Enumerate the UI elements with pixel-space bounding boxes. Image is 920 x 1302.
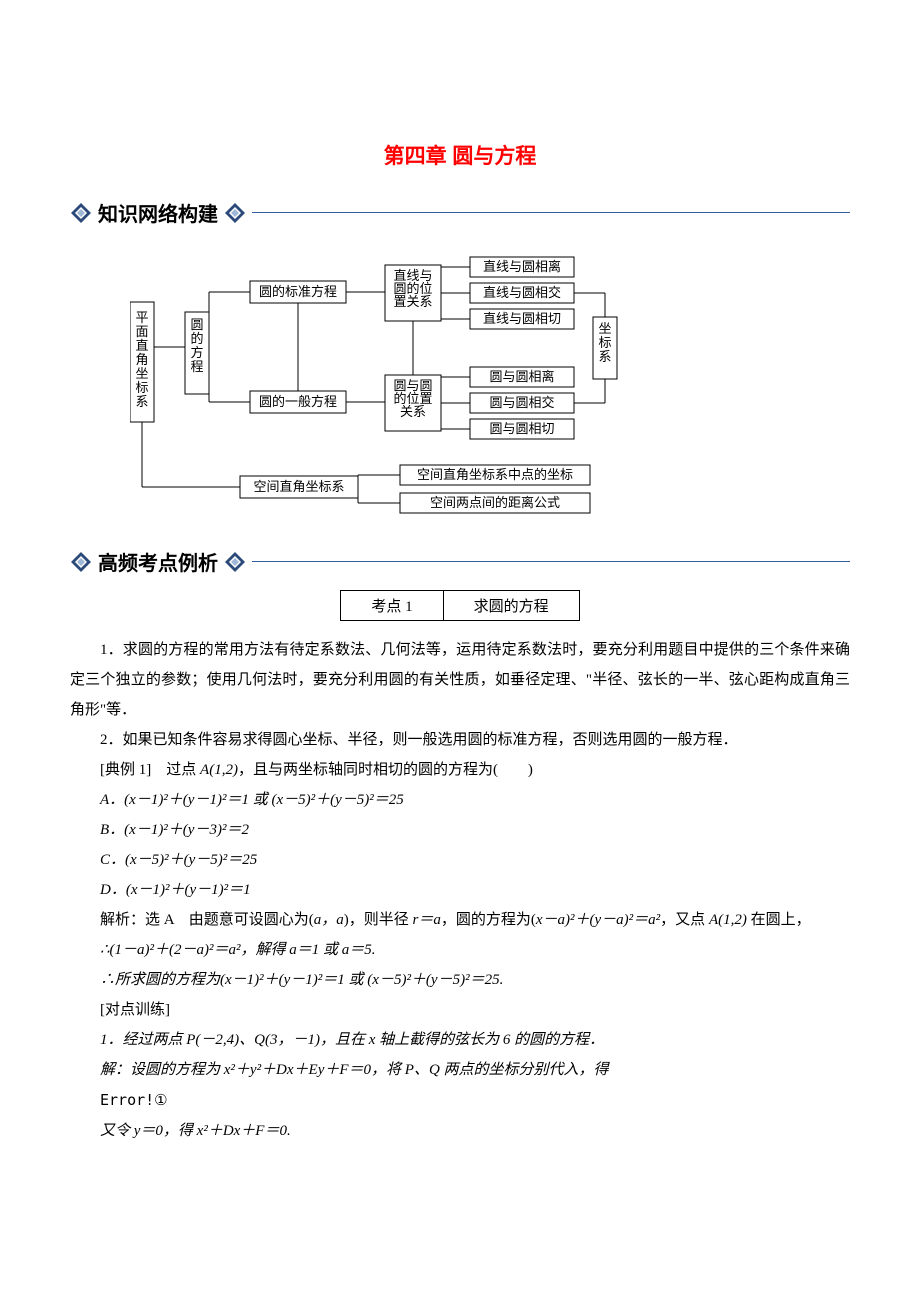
solution-line: 解：设圆的方程为 x²＋y²＋Dx＋Ey＋F＝0，将 P、Q 两点的坐标分别代入…: [70, 1055, 850, 1085]
svg-text:圆的一般方程: 圆的一般方程: [259, 394, 337, 409]
svg-text:空间直角坐标系: 空间直角坐标系: [253, 479, 344, 494]
math: C．(x－5)²＋(y－5)²＝25: [100, 852, 257, 868]
math: B．(x－1)²＋(y－3)²＝2: [100, 822, 249, 838]
solution-line: 又令 y＝0，得 x²＋Dx＋F＝0.: [70, 1116, 850, 1146]
practice-label: [对点训练]: [70, 995, 850, 1025]
math: ∴所求圆的方程为(x－1)²＋(y－1)²＝1 或 (x－5)²＋(y－5)²＝…: [100, 972, 503, 988]
section-underline: [252, 212, 850, 213]
text: ，圆的方程为(: [441, 912, 536, 928]
svg-text:直线与圆的位置关系: 直线与圆的位置关系: [393, 268, 432, 309]
math: x－a)²＋(y－a)²＝a²: [536, 912, 660, 928]
svg-text:空间直角坐标系中点的坐标: 空间直角坐标系中点的坐标: [417, 467, 573, 482]
svg-text:直线与圆相离: 直线与圆相离: [483, 259, 561, 274]
math: A(1,2): [709, 912, 747, 928]
solution-line: 解析：选 A 由题意可设圆心为(a，a)，则半径 r＝a，圆的方程为(x－a)²…: [70, 905, 850, 935]
option-c: C．(x－5)²＋(y－5)²＝25: [70, 845, 850, 875]
example-stem: [典例 1] 过点 A(1,2)，且与两坐标轴同时相切的圆的方程为( ): [70, 755, 850, 785]
math: 1．经过两点 P(－2,4)、Q(3，－1)，且在 x 轴上截得的弦长为 6 的…: [100, 1032, 604, 1048]
topic-label: 考点 1: [341, 591, 443, 621]
option-a: A．(x－1)²＋(y－1)²＝1 或 (x－5)²＋(y－5)²＝25: [70, 785, 850, 815]
diamond-icon: [70, 551, 92, 573]
section-label: 高频考点例析: [98, 547, 218, 576]
svg-text:直线与圆相交: 直线与圆相交: [483, 285, 561, 300]
knowledge-flowchart: 平面直角坐标系 圆的方程 圆的标准方程 圆的一般方程 直线与圆的位置关系: [130, 247, 850, 527]
svg-text:圆的标准方程: 圆的标准方程: [259, 284, 337, 299]
topic-title: 求圆的方程: [443, 591, 579, 621]
error-text: Error!①: [100, 1091, 168, 1109]
char: 平: [135, 310, 148, 325]
example-label: [典例 1]: [100, 762, 151, 778]
svg-text:直线与圆相切: 直线与圆相切: [483, 311, 561, 326]
option-d: D．(x－1)²＋(y－1)²＝1: [70, 875, 850, 905]
diamond-icon: [70, 202, 92, 224]
practice-item: 1．经过两点 P(－2,4)、Q(3，－1)，且在 x 轴上截得的弦长为 6 的…: [70, 1025, 850, 1055]
text: 过点: [166, 762, 200, 778]
text: 解析：选 A 由题意可设圆心为(: [100, 912, 314, 928]
math: A．(x－1)²＋(y－1)²＝1 或 (x－5)²＋(y－5)²＝25: [100, 792, 404, 808]
text: ，又点: [660, 912, 709, 928]
option-b: B．(x－1)²＋(y－3)²＝2: [70, 815, 850, 845]
text: )，则半径: [344, 912, 413, 928]
section-header-knowledge: 知识网络构建: [70, 198, 850, 227]
section-underline: [252, 561, 850, 562]
math: r＝a: [413, 912, 441, 928]
svg-text:圆与圆相离: 圆与圆相离: [489, 369, 554, 384]
solution-line: ∴所求圆的方程为(x－1)²＋(y－1)²＝1 或 (x－5)²＋(y－5)²＝…: [70, 965, 850, 995]
math: 解：设圆的方程为 x²＋y²＋Dx＋Ey＋F＝0，将 P、Q 两点的坐标分别代入…: [100, 1062, 609, 1078]
error-line: Error!①: [70, 1085, 850, 1116]
diamond-icon: [224, 202, 246, 224]
math: a，a: [314, 912, 344, 928]
svg-text:空间两点间的距离公式: 空间两点间的距离公式: [430, 495, 560, 510]
solution-line: ∴(1－a)²＋(2－a)²＝a²，解得 a＝1 或 a＝5.: [70, 935, 850, 965]
math: A(1,2): [200, 762, 238, 778]
section-header-examples: 高频考点例析: [70, 547, 850, 576]
diamond-icon: [224, 551, 246, 573]
math: ∴(1－a)²＋(2－a)²＝a²，解得 a＝1 或 a＝5.: [100, 942, 376, 958]
chapter-title: 第四章 圆与方程: [70, 140, 850, 170]
paragraph: 2．如果已知条件容易求得圆心坐标、半径，则一般选用圆的标准方程，否则选用圆的一般…: [70, 725, 850, 755]
page: 第四章 圆与方程 知识网络构建 平面直角坐标系: [0, 0, 920, 1206]
section-label: 知识网络构建: [98, 198, 218, 227]
svg-text:圆的方程: 圆的方程: [190, 317, 203, 374]
paragraph: 1．求圆的方程的常用方法有待定系数法、几何法等，运用待定系数法时，要充分利用题目…: [70, 635, 850, 725]
text: 在圆上，: [747, 912, 811, 928]
svg-text:坐标系: 坐标系: [598, 321, 611, 364]
math: 又令 y＝0，得 x²＋Dx＋F＝0.: [100, 1123, 291, 1139]
svg-text:圆与圆相交: 圆与圆相交: [489, 395, 554, 410]
svg-text:平面直角坐标系: 平面直角坐标系: [135, 310, 148, 409]
text: ，且与两坐标轴同时相切的圆的方程为( ): [238, 762, 533, 778]
svg-text:圆与圆相切: 圆与圆相切: [489, 421, 554, 436]
math: D．(x－1)²＋(y－1)²＝1: [100, 882, 251, 898]
topic-box: 考点 1 求圆的方程: [340, 590, 579, 621]
